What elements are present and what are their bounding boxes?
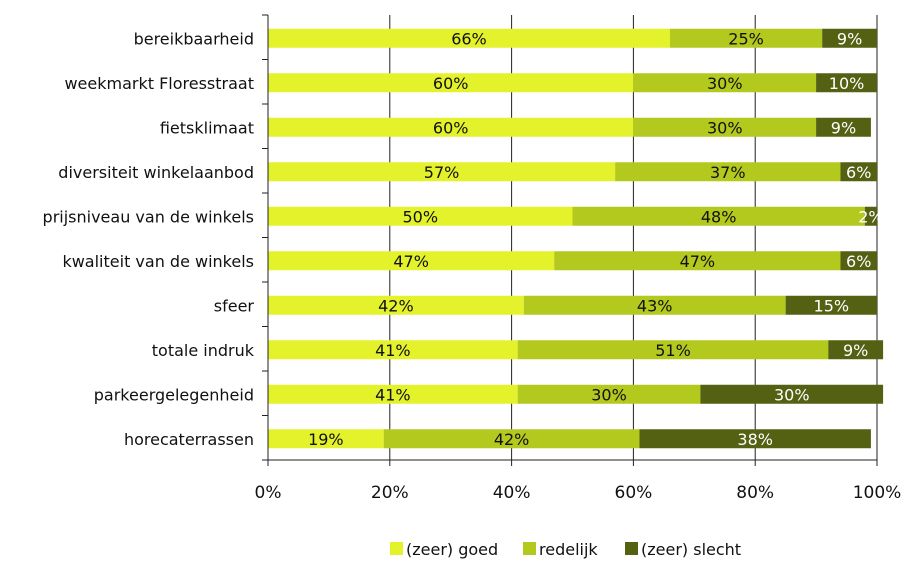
bar-segment	[639, 429, 871, 449]
bar-segment	[268, 295, 524, 315]
bar-segment	[523, 295, 786, 315]
bar-segment	[268, 28, 670, 48]
category-label: totale indruk	[152, 341, 255, 360]
x-tick-label: 40%	[493, 483, 531, 503]
bar-segment	[840, 251, 877, 271]
data-label: 9%	[837, 29, 862, 48]
x-tick-label: 100%	[853, 483, 902, 503]
data-label: 37%	[710, 163, 746, 182]
data-label: 60%	[433, 118, 469, 137]
category-label: weekmarkt Floresstraat	[64, 74, 254, 93]
x-tick-label: 60%	[615, 483, 653, 503]
x-tick-label: 80%	[736, 483, 774, 503]
bar-segment	[828, 340, 884, 360]
data-label: 30%	[774, 385, 810, 404]
category-label: sfeer	[214, 296, 255, 315]
data-label: 2%	[858, 207, 883, 226]
category-label: prijsniveau van de winkels	[43, 207, 254, 226]
data-label: 19%	[308, 430, 344, 449]
data-label: 9%	[831, 118, 856, 137]
data-label: 9%	[843, 341, 868, 360]
bar-segment	[268, 384, 518, 404]
data-label: 41%	[375, 385, 411, 404]
bar-segment	[615, 162, 841, 182]
bar-segment	[816, 117, 871, 137]
legend-swatch	[625, 542, 638, 555]
bar-segment	[268, 117, 634, 137]
data-label: 30%	[707, 74, 743, 93]
bar-segment	[864, 206, 877, 226]
x-tick-label: 20%	[371, 483, 409, 503]
legend-label: redelijk	[539, 540, 598, 559]
legend-swatch	[390, 542, 403, 555]
bar-segment	[840, 162, 877, 182]
bar-segment	[700, 384, 884, 404]
bar-segment	[816, 73, 877, 93]
bar-segment	[785, 295, 877, 315]
category-labels: bereikbaarheid weekmarkt Floresstraat fiet…	[43, 29, 255, 449]
legend-label: (zeer) goed	[406, 540, 498, 559]
bar-segment	[268, 206, 573, 226]
bars-group: 66% 25% 9% 60% 30% 10% 60% 30% 9% 57% 37% 6% 50% 48% 2…	[268, 28, 884, 449]
bar-segment	[268, 73, 634, 93]
bar-segment	[572, 206, 865, 226]
data-label: 6%	[846, 163, 871, 182]
data-label: 60%	[433, 74, 469, 93]
bar-segment	[268, 429, 384, 449]
bar-segment	[633, 117, 817, 137]
bar-segment	[383, 429, 640, 449]
bar-segment	[517, 384, 701, 404]
data-label: 25%	[728, 29, 764, 48]
bar-segment	[268, 340, 518, 360]
x-tick-labels: 0% 20% 40% 60% 80% 100%	[255, 483, 902, 503]
data-label: 41%	[375, 341, 411, 360]
category-label: parkeergelegenheid	[94, 385, 254, 404]
data-label: 6%	[846, 252, 871, 271]
legend-swatch	[523, 542, 536, 555]
data-label: 50%	[402, 207, 438, 226]
bar-segment	[268, 162, 616, 182]
data-label: 48%	[701, 207, 737, 226]
data-label: 30%	[591, 385, 627, 404]
category-label: fietsklimaat	[160, 118, 254, 137]
data-label: 57%	[424, 163, 460, 182]
data-label: 47%	[393, 252, 429, 271]
category-label: diversiteit winkelaanbod	[58, 163, 254, 182]
data-label: 51%	[655, 341, 691, 360]
data-label: 42%	[494, 430, 530, 449]
x-tick-label: 0%	[255, 483, 282, 503]
data-label: 47%	[680, 252, 716, 271]
category-label: horecaterrassen	[124, 430, 254, 449]
category-label: kwaliteit van de winkels	[62, 252, 254, 271]
category-label: bereikbaarheid	[134, 29, 254, 48]
data-label: 43%	[637, 296, 673, 315]
data-label: 15%	[814, 296, 850, 315]
bar-segment	[268, 251, 555, 271]
bar-segment	[517, 340, 829, 360]
bar-segment	[822, 28, 877, 48]
axes-group	[262, 14, 878, 466]
bar-segment	[669, 28, 823, 48]
legend: (zeer) goed redelijk (zeer) slecht	[390, 540, 741, 559]
data-label: 10%	[829, 74, 865, 93]
legend-label: (zeer) slecht	[641, 540, 741, 559]
data-label: 30%	[707, 118, 743, 137]
data-label: 42%	[378, 296, 414, 315]
data-label: 38%	[737, 430, 773, 449]
bar-segment	[554, 251, 841, 271]
bar-segment	[633, 73, 817, 93]
data-label: 66%	[451, 29, 487, 48]
